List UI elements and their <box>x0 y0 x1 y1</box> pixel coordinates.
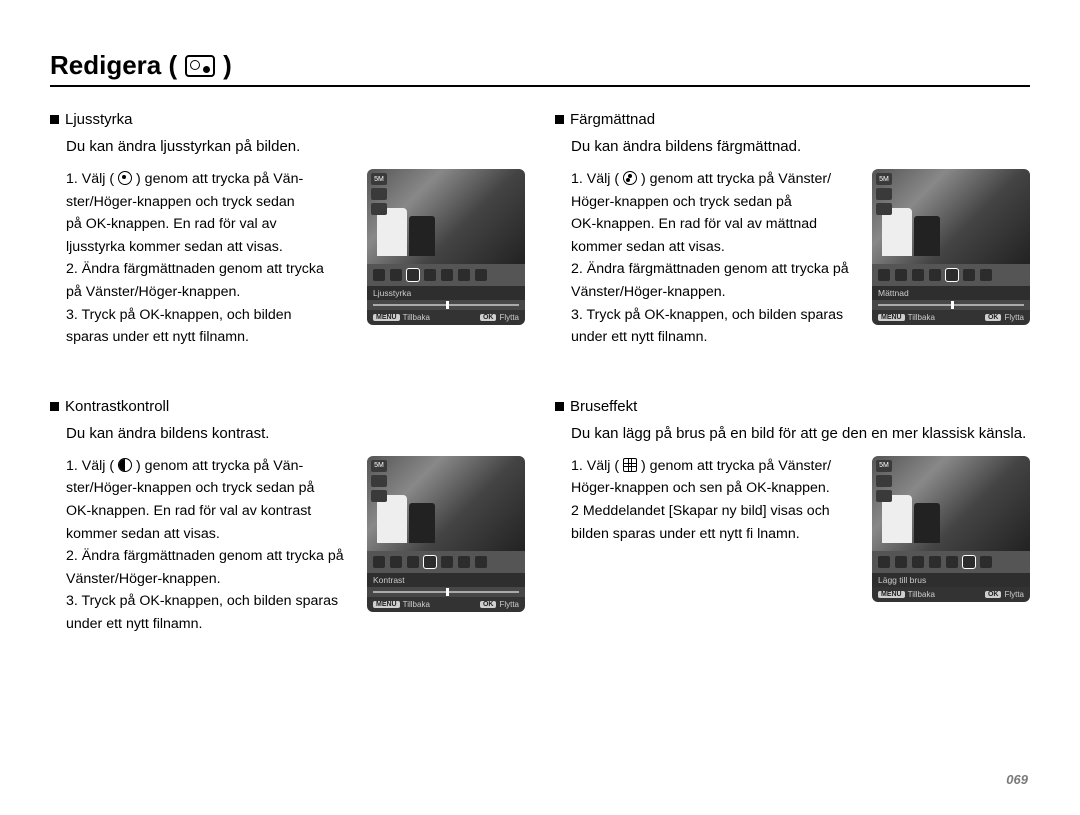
saturation-icon <box>623 171 637 185</box>
section-saturation: Färgmättnad Du kan ändra bildens färgmät… <box>555 111 1030 350</box>
description: Du kan ändra bildens färgmättnad. <box>571 138 1030 155</box>
steps: 1. Välj ( ) genom att trycka på Vän- ste… <box>66 456 353 637</box>
contrast-icon <box>118 458 132 472</box>
description: Du kan ändra bildens kontrast. <box>66 425 525 442</box>
screen-label: Mättnad <box>872 286 1030 300</box>
sun-icon <box>118 171 132 185</box>
bullet-icon <box>50 115 59 124</box>
bullet-icon <box>555 115 564 124</box>
title-text: Redigera ( <box>50 50 177 81</box>
right-column: Färgmättnad Du kan ändra bildens färgmät… <box>555 111 1030 685</box>
left-column: Ljusstyrka Du kan ändra ljusstyrkan på b… <box>50 111 525 685</box>
bullet-icon <box>50 402 59 411</box>
section-noise: Bruseffekt Du kan lägg på brus på en bil… <box>555 398 1030 602</box>
camera-screen: 5M Lägg till brus MENUTillbaka OKFlytta <box>872 456 1030 602</box>
section-contrast: Kontrastkontroll Du kan ändra bildens ko… <box>50 398 525 637</box>
page-title: Redigera ( ) <box>50 50 1030 87</box>
description: Du kan ändra ljusstyrkan på bilden. <box>66 138 525 155</box>
edit-icon <box>185 55 215 77</box>
screen-label: Ljusstyrka <box>367 286 525 300</box>
screen-label: Kontrast <box>367 573 525 587</box>
slider <box>367 300 525 310</box>
title-close: ) <box>223 50 232 81</box>
camera-screen: 5M Mättnad MENUTillbaka OKFlytta <box>872 169 1030 325</box>
bullet-icon <box>555 402 564 411</box>
slider <box>872 300 1030 310</box>
slider <box>367 587 525 597</box>
section-brightness: Ljusstyrka Du kan ändra ljusstyrkan på b… <box>50 111 525 350</box>
heading: Bruseffekt <box>570 398 637 415</box>
heading: Färgmättnad <box>570 111 655 128</box>
description: Du kan lägg på brus på en bild för att g… <box>571 425 1030 442</box>
camera-screen: 5M Kontrast MENUTillbaka OKFlytta <box>367 456 525 612</box>
screen-label: Lägg till brus <box>872 573 1030 587</box>
heading: Kontrastkontroll <box>65 398 169 415</box>
steps: 1. Välj ( ) genom att trycka på Vänster/… <box>571 169 858 350</box>
heading: Ljusstyrka <box>65 111 133 128</box>
camera-screen: 5M Ljusstyrka MENUTillbaka OKFlytta <box>367 169 525 325</box>
page-number: 069 <box>1006 772 1028 787</box>
steps: 1. Välj ( ) genom att trycka på Vänster/… <box>571 456 858 546</box>
steps: 1. Välj ( ) genom att trycka på Vän- ste… <box>66 169 353 350</box>
noise-icon <box>623 458 637 472</box>
